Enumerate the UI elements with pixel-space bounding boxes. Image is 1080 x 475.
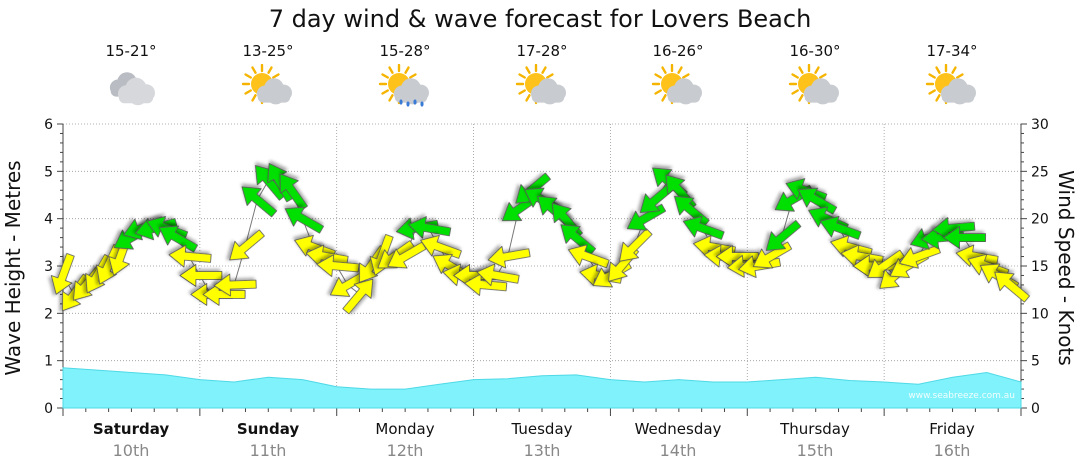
day-date: 12th bbox=[386, 441, 424, 460]
day-label: Saturday 10th bbox=[63, 418, 199, 462]
wind-arrow bbox=[202, 282, 246, 306]
day-date: 10th bbox=[112, 441, 150, 460]
wind-arrow bbox=[420, 234, 462, 259]
day-name: Friday bbox=[929, 420, 975, 438]
wind-arrow bbox=[229, 229, 265, 261]
y2-tick-label: 0 bbox=[1031, 401, 1040, 417]
wind-arrow bbox=[560, 224, 597, 256]
day-label: Thursday 15th bbox=[747, 418, 883, 462]
temperature-range: 15-21° bbox=[105, 42, 157, 60]
y-tick-label: 6 bbox=[44, 117, 53, 133]
y2-tick-label: 20 bbox=[1031, 212, 1049, 228]
wind-arrow bbox=[408, 216, 452, 239]
y2-tick-label: 10 bbox=[1031, 306, 1049, 322]
wind-arrow bbox=[819, 215, 862, 240]
temperature-range: 16-30° bbox=[789, 42, 841, 60]
wind-arrow bbox=[840, 244, 884, 268]
wind-arrow bbox=[994, 271, 1030, 303]
chart-title: 7 day wind & wave forecast for Lovers Be… bbox=[268, 5, 812, 33]
wind-arrow bbox=[487, 245, 531, 269]
day-name: Thursday bbox=[780, 420, 850, 438]
wind-arrow bbox=[50, 253, 75, 295]
day-date: 13th bbox=[523, 441, 561, 460]
temperature-range: 15-28° bbox=[379, 42, 431, 60]
wind-arrow-series bbox=[50, 163, 1030, 315]
watermark-text: www.seabreeze.com.au bbox=[908, 391, 1015, 401]
y-tick-label: 2 bbox=[44, 306, 53, 322]
temperature-range: 17-34° bbox=[926, 42, 978, 60]
partly-cloudy-icon bbox=[241, 64, 292, 105]
wind-arrow bbox=[943, 226, 986, 250]
wind-arrow bbox=[765, 219, 802, 251]
wind-arrow bbox=[241, 186, 278, 218]
day-date: 11th bbox=[249, 441, 287, 460]
day-name: Sunday bbox=[236, 420, 300, 438]
day-label: Sunday 11th bbox=[200, 418, 336, 462]
day-name: Wednesday bbox=[634, 420, 722, 438]
wind-arrow bbox=[168, 244, 212, 268]
y-axis-label-wave: Wave Height - Metres bbox=[1, 160, 25, 376]
weather-day: 13-25° bbox=[200, 40, 336, 110]
y2-tick-label: 25 bbox=[1031, 164, 1049, 180]
y-tick-label: 4 bbox=[44, 212, 53, 228]
y-tick-label: 1 bbox=[44, 354, 53, 370]
showers-icon bbox=[378, 64, 429, 107]
temperature-range: 17-28° bbox=[516, 42, 568, 60]
weather-day: 17-34° bbox=[884, 40, 1020, 110]
wind-arrow bbox=[305, 244, 349, 268]
wind-arrow bbox=[682, 215, 725, 240]
wind-arrow bbox=[568, 244, 610, 269]
day-name: Saturday bbox=[92, 420, 170, 438]
wind-arrow bbox=[342, 278, 374, 315]
y2-tick-label: 5 bbox=[1031, 354, 1040, 370]
weather-day: 15-28° bbox=[337, 40, 473, 110]
y-tick-label: 3 bbox=[44, 259, 53, 275]
daily-weather-row: 15-21° 13-25° 15-28° 17-28° 16-26° 16-30° 17-3… bbox=[63, 40, 1021, 120]
wind-arrow bbox=[899, 244, 941, 269]
y2-tick-label: 15 bbox=[1031, 259, 1049, 275]
wind-arrow bbox=[213, 273, 257, 297]
day-name: Monday bbox=[375, 420, 435, 438]
wind-arrow bbox=[476, 263, 520, 287]
day-date: 16th bbox=[933, 441, 971, 460]
chart-axes: 0 1 2 3 4 5 6 0 5 10 15 20 25 30 bbox=[44, 117, 1049, 417]
wind-arrow bbox=[279, 173, 308, 212]
partly-cloudy-icon bbox=[515, 64, 566, 105]
wind-arrow bbox=[619, 228, 653, 262]
partly-cloudy-icon bbox=[788, 64, 839, 105]
day-date: 14th bbox=[659, 441, 697, 460]
day-label: Monday 12th bbox=[337, 418, 473, 462]
weather-day: 17-28° bbox=[474, 40, 610, 110]
y-tick-label: 0 bbox=[44, 401, 53, 417]
weather-day: 16-26° bbox=[610, 40, 746, 110]
day-date: 15th bbox=[796, 441, 834, 460]
day-label: Tuesday 13th bbox=[474, 418, 610, 462]
y2-tick-label: 30 bbox=[1031, 117, 1049, 133]
wind-arrow bbox=[387, 241, 427, 269]
weather-day: 16-30° bbox=[747, 40, 883, 110]
cloudy-icon bbox=[109, 72, 155, 106]
temperature-range: 13-25° bbox=[242, 42, 294, 60]
y-tick-label: 5 bbox=[44, 164, 53, 180]
day-name: Tuesday bbox=[511, 420, 573, 438]
wind-arrow bbox=[158, 225, 199, 253]
wave-height-area bbox=[62, 367, 1022, 409]
partly-cloudy-icon bbox=[651, 64, 702, 105]
weather-day: 15-21° bbox=[63, 40, 199, 110]
wind-arrow bbox=[179, 264, 223, 287]
wind-arrow bbox=[316, 254, 360, 278]
wind-arrow bbox=[464, 273, 508, 296]
day-label: Wednesday 14th bbox=[610, 418, 746, 462]
wave-height-series bbox=[62, 367, 1022, 409]
y-axis-label-wind: Wind Speed - Knots bbox=[1054, 170, 1078, 366]
wind-arrow bbox=[715, 245, 759, 268]
day-axis-labels: Saturday 10th Sunday 11th Monday 12th Tuesday 1… bbox=[63, 418, 1021, 468]
day-label: Friday 16th bbox=[884, 418, 1020, 462]
temperature-range: 16-26° bbox=[652, 42, 704, 60]
wind-arrow bbox=[284, 206, 324, 234]
partly-cloudy-icon bbox=[925, 64, 976, 105]
